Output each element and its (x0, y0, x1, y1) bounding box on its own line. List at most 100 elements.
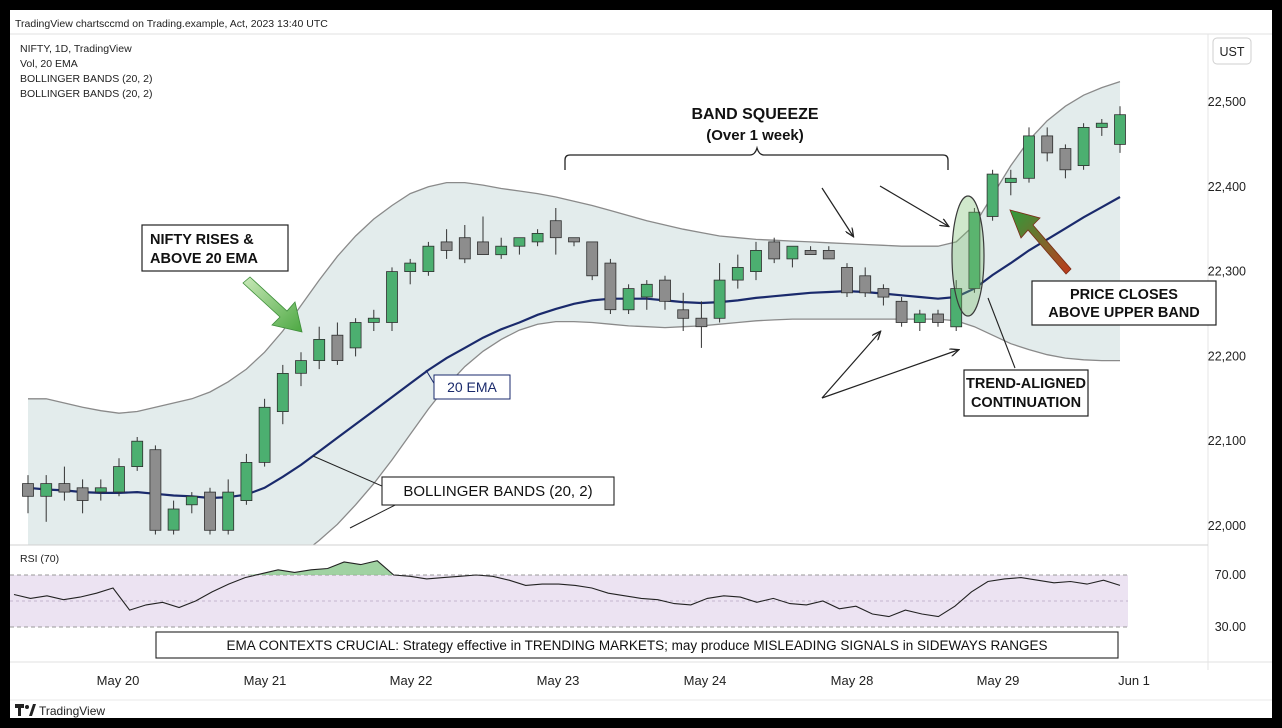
candle (604, 258, 617, 314)
legend-line-3: BOLLINGER BANDS (20, 2) (20, 73, 152, 85)
candle-body (1059, 148, 1072, 171)
candle-body (859, 275, 872, 294)
candle-body (94, 487, 107, 493)
candle-body (1114, 114, 1126, 145)
x-tick-label: May 24 (684, 673, 727, 688)
candle (1059, 144, 1072, 179)
rsi-tick-label: 70.00 (1215, 568, 1246, 582)
candle-body (76, 487, 89, 501)
candle-body (258, 406, 271, 463)
candle (968, 208, 981, 293)
candle (131, 437, 144, 471)
candle-body (440, 241, 453, 251)
candle (477, 216, 489, 255)
candle (258, 398, 271, 467)
rsi-label: RSI (70) (20, 553, 59, 565)
breakout-annotation: PRICE CLOSES ABOVE UPPER BAND (951, 195, 1217, 326)
x-tick-label: May 28 (831, 673, 874, 688)
candle-body (40, 483, 53, 497)
currency-label[interactable]: UST (1220, 45, 1245, 59)
candle-body (622, 288, 635, 311)
y-tick-label: 22,200 (1208, 349, 1246, 363)
candle (276, 364, 289, 425)
ema-label-text: 20 EMA (447, 379, 497, 395)
candle-body (495, 245, 508, 256)
currency-badge[interactable] (1212, 37, 1252, 65)
breakout-ellipse (951, 195, 985, 317)
candle-body (877, 288, 890, 298)
candle-body (713, 279, 726, 319)
candle (731, 254, 744, 289)
y-tick-label: 22,500 (1208, 95, 1246, 109)
candle (640, 280, 653, 310)
candle-body (786, 245, 799, 260)
candle-body (1077, 127, 1090, 167)
candle (568, 237, 580, 247)
candle (185, 492, 198, 514)
candle (1023, 127, 1035, 183)
candle-body (185, 495, 198, 506)
candle-body (276, 372, 289, 412)
ema-label-annotation: 20 EMA (425, 369, 511, 400)
band-squeeze-bracket (564, 145, 949, 170)
candle-body (822, 249, 835, 260)
band-squeeze-subtitle: (Over 1 week) (706, 127, 804, 144)
candle-body (113, 466, 125, 493)
candle-body (404, 262, 417, 273)
tradingview-logo[interactable]: TradingView (15, 704, 105, 718)
candle-body (531, 232, 544, 243)
squeeze-arrow-1 (821, 187, 853, 236)
candle-body (313, 338, 326, 361)
candle (40, 475, 53, 522)
candle-body (986, 173, 999, 217)
price-closes-arrow (1009, 209, 1072, 275)
x-tick-label: May 20 (97, 673, 140, 688)
candle (713, 263, 726, 323)
window-title: TradingView chartsccmd on Trading.exampl… (15, 18, 328, 30)
band-squeeze-annotation: BAND SQUEEZE (Over 1 week) (564, 106, 949, 236)
candle-body (568, 237, 580, 243)
candle (513, 237, 526, 255)
candle-body (586, 241, 599, 277)
candle (422, 241, 435, 276)
candle-body (22, 483, 34, 497)
candle-body (1004, 177, 1017, 183)
ema-label-box (433, 374, 511, 400)
candle-body (659, 279, 671, 302)
candle-body (895, 300, 908, 323)
trend-aligned-line-1: TREND-ALIGNED (966, 376, 1086, 392)
candle (495, 237, 508, 259)
candle (586, 241, 599, 281)
candle (149, 445, 162, 535)
candle (841, 263, 853, 297)
candle-body (149, 449, 162, 531)
candle-body (677, 309, 690, 319)
trend-aligned-annotation: TREND-ALIGNED CONTINUATION (821, 297, 1089, 417)
band-squeeze-title: BAND SQUEEZE (691, 106, 818, 123)
candle (822, 246, 835, 260)
squeeze-arrow-2 (879, 185, 948, 226)
bollinger-band-fill (28, 81, 1120, 545)
y-tick-label: 22,300 (1208, 265, 1246, 279)
candle (895, 297, 908, 327)
caption-text: EMA CONTEXTS CRUCIAL: Strategy effective… (227, 638, 1048, 653)
x-tick-label: May 23 (537, 673, 580, 688)
nifty-rises-line-1: NIFTY RISES & (150, 232, 254, 248)
candle-body (549, 220, 562, 239)
candle (1077, 123, 1090, 170)
candle (58, 466, 71, 501)
candle-body (331, 334, 344, 362)
candle (367, 309, 380, 331)
candle (222, 479, 235, 535)
candle (750, 241, 762, 281)
candle (349, 318, 362, 357)
chart-canvas[interactable]: TradingView chartsccmd on Trading.exampl… (10, 10, 1272, 718)
y-tick-label: 22,000 (1208, 519, 1246, 533)
candle-body (932, 313, 944, 323)
bollinger-label-annotation: BOLLINGER BANDS (20, 2) (312, 455, 615, 529)
candle (1114, 106, 1126, 153)
candle-body (386, 271, 398, 323)
x-tick-label: May 29 (977, 673, 1020, 688)
candle (877, 284, 890, 306)
candle-body (841, 266, 853, 294)
